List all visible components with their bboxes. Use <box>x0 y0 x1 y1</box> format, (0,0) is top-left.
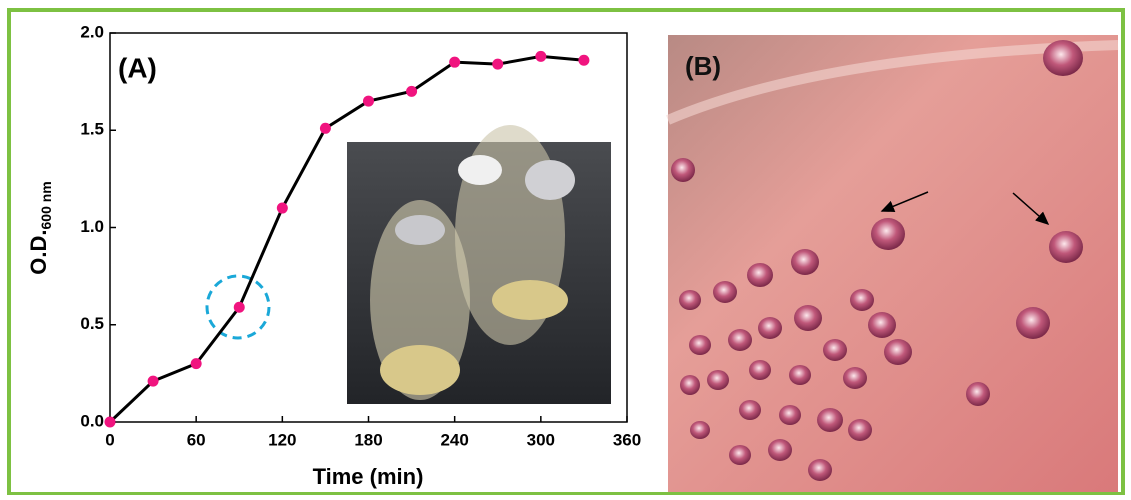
photo-label: (B) <box>685 51 721 81</box>
y-axis-title-sub: 600 nm <box>38 181 54 229</box>
data-point <box>148 376 159 387</box>
x-tick-label: 300 <box>527 430 555 449</box>
data-point <box>191 358 202 369</box>
panel-label: (A) <box>118 52 157 83</box>
data-point <box>535 51 546 62</box>
y-tick-label: 1.5 <box>80 120 104 139</box>
x-tick-label: 360 <box>613 430 641 449</box>
inset-photo <box>347 125 611 404</box>
y-tick-label: 2.0 <box>80 22 104 41</box>
plate-photo <box>668 35 1118 492</box>
x-tick-label: 180 <box>354 430 382 449</box>
data-point <box>234 302 245 313</box>
x-tick-label: 120 <box>268 430 296 449</box>
figure: (B) (A) Time (min) O.D.600 nm 0.0 0.5 1.0 1… <box>0 0 1131 495</box>
x-tick-label: 0 <box>105 430 114 449</box>
data-point <box>277 203 288 214</box>
x-axis-title: Time (min) <box>313 464 424 489</box>
data-point <box>105 417 116 428</box>
data-point <box>449 57 460 68</box>
data-point <box>578 55 589 66</box>
y-tick-label: 0.5 <box>80 314 104 333</box>
data-point <box>406 86 417 97</box>
x-tick-label: 240 <box>440 430 468 449</box>
data-point <box>363 96 374 107</box>
y-axis-title: O.D.600 nm <box>26 181 54 274</box>
x-tick-label: 60 <box>187 430 206 449</box>
data-point <box>492 59 503 70</box>
y-tick-label: 0.0 <box>80 411 104 430</box>
data-point <box>320 123 331 134</box>
y-tick-label: 1.0 <box>80 217 104 236</box>
y-axis-title-main: O.D. <box>26 230 51 275</box>
